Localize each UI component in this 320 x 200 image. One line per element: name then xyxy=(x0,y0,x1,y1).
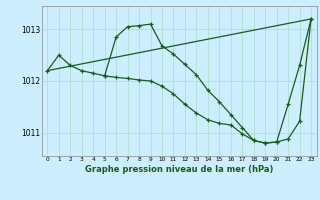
X-axis label: Graphe pression niveau de la mer (hPa): Graphe pression niveau de la mer (hPa) xyxy=(85,165,273,174)
